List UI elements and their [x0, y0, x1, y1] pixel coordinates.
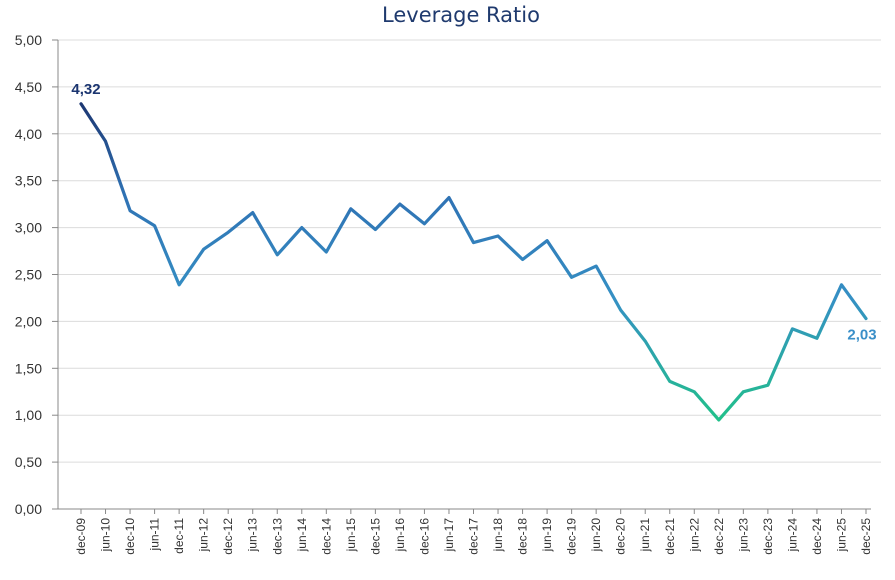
gridlines: [58, 39, 881, 463]
x-tick-label: jun-25: [834, 518, 848, 553]
x-tick-label: jun-20: [589, 518, 603, 553]
x-tick-label: jun-13: [246, 518, 260, 553]
data-point: [276, 253, 279, 256]
data-point: [398, 203, 401, 206]
x-tick-label: dec-16: [417, 518, 431, 555]
data-point: [251, 211, 254, 214]
y-tick-label: 3,00: [15, 220, 42, 236]
data-point: [717, 418, 720, 421]
x-tick-label: dec-12: [221, 518, 235, 555]
data-point: [840, 283, 843, 286]
x-tick-label: jun-14: [295, 518, 309, 553]
x-axis: dec-09 jun-10 dec-10 jun-11 dec-11 jun-12 dec-…: [58, 508, 873, 555]
x-tick-label: dec-17: [467, 518, 481, 555]
x-tick-label: dec-14: [319, 518, 333, 555]
x-tick-label: dec-18: [516, 518, 530, 555]
x-tick-label: dec-15: [368, 518, 382, 555]
data-point: [80, 102, 83, 105]
y-tick-label: 2,00: [15, 313, 42, 329]
series-line: [79, 102, 868, 422]
data-point: [595, 265, 598, 268]
y-tick-label: 3,50: [15, 173, 42, 189]
x-tick-label: jun-21: [638, 518, 652, 553]
x-tick-label: dec-09: [74, 518, 88, 555]
data-point: [521, 258, 524, 261]
y-tick-label: 0,00: [15, 501, 42, 517]
chart-title: Leverage Ratio: [382, 3, 540, 27]
data-point: [472, 241, 475, 244]
x-tick-label: jun-22: [687, 518, 701, 553]
series-group: [79, 102, 868, 422]
data-point: [815, 337, 818, 340]
data-point: [178, 283, 181, 286]
y-tick-label: 1,50: [15, 360, 42, 376]
x-tick-label: dec-11: [172, 518, 186, 554]
x-tick-label: dec-25: [859, 518, 873, 555]
y-tick-label: 4,00: [15, 126, 42, 142]
x-tick-label: jun-24: [785, 518, 799, 553]
x-tick-label: jun-19: [540, 518, 554, 553]
y-tick-label: 2,50: [15, 267, 42, 283]
x-tick-label: dec-10: [123, 518, 137, 555]
y-axis: 0,00 0,50 1,00 1,50 2,00 2,50 3,00 3,50 4,00 4,50…: [15, 32, 59, 517]
data-point: [546, 239, 549, 242]
data-point: [300, 226, 303, 229]
data-label: 2,03: [847, 327, 876, 344]
data-point: [791, 327, 794, 330]
data-point: [570, 276, 573, 279]
data-point: [497, 235, 500, 238]
x-tick-label: dec-24: [810, 518, 824, 555]
x-tick-label: dec-19: [565, 518, 579, 555]
data-point: [374, 228, 377, 231]
x-tick-label: jun-17: [442, 518, 456, 553]
data-point: [153, 224, 156, 227]
x-tick-label: jun-18: [491, 518, 505, 553]
x-tick-label: jun-15: [344, 518, 358, 553]
y-tick-label: 4,50: [15, 79, 42, 95]
x-tick-label: dec-21: [663, 518, 677, 555]
data-point: [742, 390, 745, 393]
data-point: [423, 222, 426, 225]
data-point: [129, 209, 132, 212]
x-tick-label: jun-12: [197, 518, 211, 553]
x-tick-label: dec-20: [614, 518, 628, 555]
x-tick-label: jun-23: [736, 518, 750, 553]
data-labels: 4,32 2,03: [71, 81, 876, 344]
data-point: [668, 380, 671, 383]
data-point: [619, 309, 622, 312]
data-point: [644, 340, 647, 343]
y-tick-label: 1,00: [15, 407, 42, 423]
x-tick-label: dec-23: [761, 518, 775, 555]
data-point: [865, 317, 868, 320]
data-label: 4,32: [71, 81, 100, 98]
x-tick-label: jun-11: [148, 518, 162, 552]
data-point: [447, 196, 450, 199]
y-tick-label: 0,50: [15, 454, 42, 470]
data-point: [104, 140, 107, 143]
x-tick-label: jun-16: [393, 518, 407, 553]
x-tick-label: jun-10: [99, 518, 113, 553]
x-tick-label: dec-13: [270, 518, 284, 555]
data-point: [693, 390, 696, 393]
data-point: [325, 250, 328, 253]
data-point: [349, 207, 352, 210]
data-point: [227, 231, 230, 234]
y-tick-label: 5,00: [15, 32, 42, 48]
data-point: [202, 248, 205, 251]
x-tick-label: dec-22: [712, 518, 726, 555]
data-point: [766, 384, 769, 387]
